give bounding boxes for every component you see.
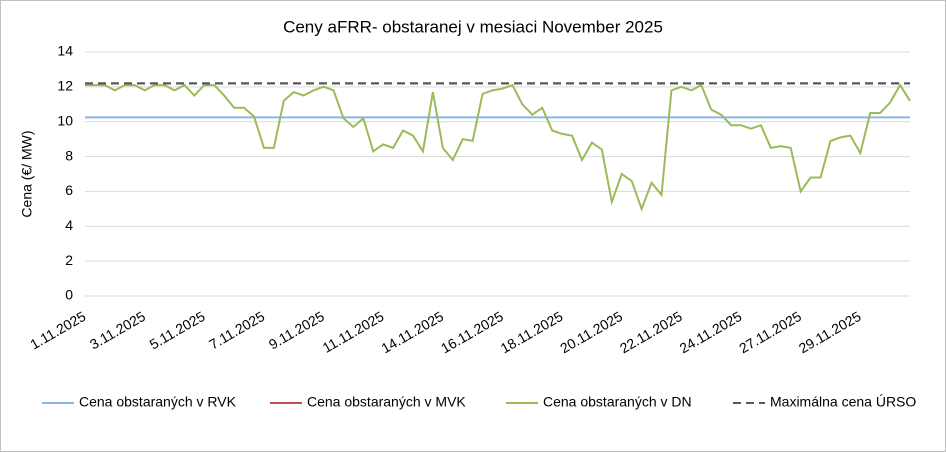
y-tick-label: 8: [65, 147, 73, 163]
y-axis-label: Cena (€/ MW): [19, 130, 35, 217]
legend-label: Cena obstaraných v MVK: [307, 394, 466, 410]
legend-label: Cena obstaraných v DN: [543, 394, 692, 410]
y-tick-label: 12: [57, 78, 73, 94]
chart-title: Ceny aFRR- obstaranej v mesiaci November…: [283, 17, 663, 36]
series-line: [85, 83, 911, 212]
y-tick-label: 4: [65, 217, 73, 233]
legend-label: Cena obstaraných v RVK: [79, 394, 237, 410]
y-tick-label: 14: [57, 43, 73, 59]
y-tick-label: 10: [57, 112, 73, 128]
y-tick-label: 2: [65, 252, 73, 268]
y-tick-label: 6: [65, 182, 73, 198]
legend-label: Maximálna cena ÚRSO: [770, 394, 916, 410]
y-tick-label: 0: [65, 287, 73, 303]
